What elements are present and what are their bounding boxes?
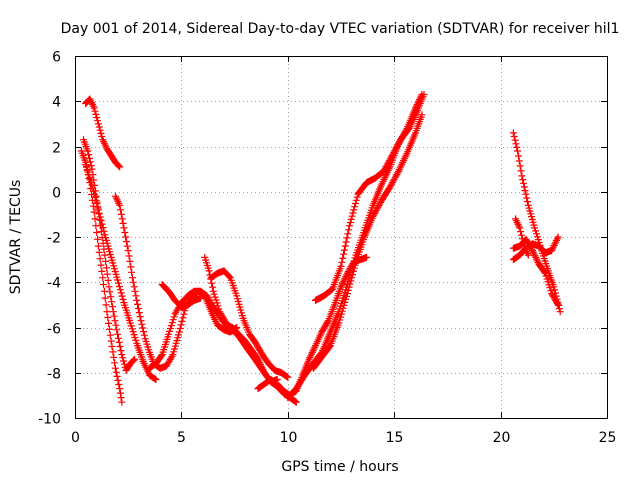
series-track-13	[312, 91, 428, 304]
x-tick-label: 20	[493, 430, 511, 446]
y-tick-label: 6	[52, 50, 61, 66]
plus-marker-trace	[309, 111, 426, 372]
y-tick-label: -2	[47, 231, 61, 247]
y-tick-label: 0	[52, 186, 61, 202]
x-tick-label: 5	[177, 430, 186, 446]
grid	[75, 56, 607, 418]
series-track-4	[82, 161, 160, 383]
x-tick-labels: 0 5 10 15 20 25	[71, 430, 616, 446]
x-tick-label: 15	[386, 430, 404, 446]
plus-marker-trace	[111, 192, 241, 372]
y-tick-label: 2	[52, 141, 61, 157]
y-tick-label: -4	[47, 276, 61, 292]
plus-marker-trace	[82, 161, 160, 383]
series-track-1	[82, 95, 124, 171]
plus-marker-trace	[207, 267, 292, 381]
plus-marker-trace	[312, 91, 428, 304]
series-track-7	[158, 281, 205, 311]
y-tick-label: -10	[38, 412, 61, 428]
plus-marker-trace	[158, 281, 205, 311]
x-tick-label: 0	[71, 430, 80, 446]
axis-ticks	[75, 56, 608, 419]
y-axis-label: SDTVAR / TECUs	[8, 180, 24, 295]
x-tick-label: 25	[599, 430, 617, 446]
data-points	[77, 91, 564, 406]
series-track-9	[207, 267, 292, 381]
x-tick-label: 10	[280, 430, 298, 446]
y-tick-label: -8	[47, 367, 61, 383]
plus-marker-trace	[512, 215, 532, 259]
chart-title: Day 001 of 2014, Sidereal Day-to-day VTE…	[61, 21, 620, 37]
series-track-5	[111, 192, 241, 372]
plus-marker-trace	[82, 95, 124, 171]
series-track-12	[309, 111, 426, 372]
y-tick-label: -6	[47, 322, 61, 338]
y-tick-labels: -10 -8 -6 -4 -2 0 2 4 6	[38, 50, 61, 428]
x-axis-label: GPS time / hours	[281, 459, 398, 475]
series-track-17	[512, 215, 532, 259]
y-tick-label: 4	[52, 95, 61, 111]
